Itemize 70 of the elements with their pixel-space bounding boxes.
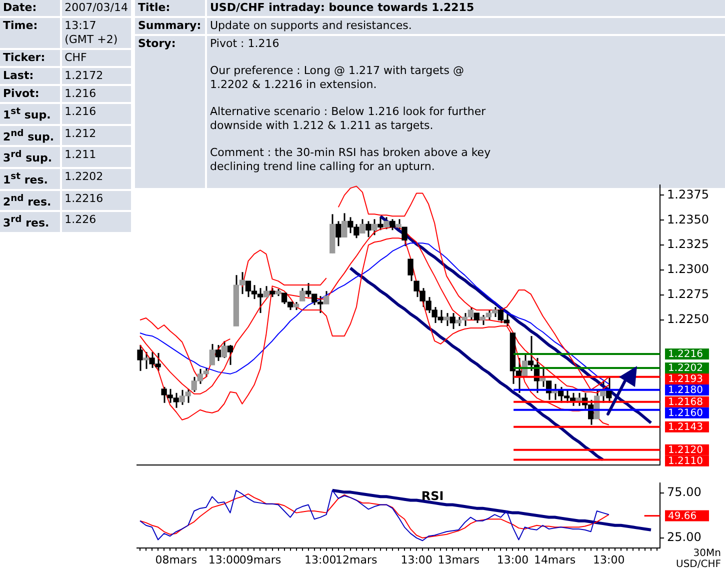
text: Comment : the 30-min RSI has broken above a key declining trend line calling for an upturn. (210, 146, 492, 174)
text: 1$^{st}$ res. (0, 168, 62, 189)
ref-line-label: 1.2202 (668, 363, 703, 374)
text: Last: (0, 68, 62, 84)
text: 1.226 (62, 212, 131, 232)
y-tick-label: 1.2250 (667, 312, 709, 326)
candlestick (390, 218, 396, 231)
x-tick-label: 12mars (336, 553, 378, 566)
x-tick-label: 13mars (438, 553, 480, 566)
candlestick (215, 344, 221, 362)
text: Ticker: (0, 50, 62, 66)
text: Our preference : Long @ 1.217 with targets @ 1.2202 & 1.2216 in extension. (210, 64, 465, 92)
text: 1.211 (62, 147, 131, 167)
y-tick-label: 75.00 (667, 485, 702, 500)
y-tick-label: 1.2350 (667, 212, 709, 226)
text: 2007/03/14 (62, 0, 131, 16)
text: 1.2172 (62, 68, 131, 84)
text: 1$^{st}$ sup. (0, 104, 62, 124)
x-tick-label: 13:00 (304, 553, 336, 566)
text: 30Mn (693, 548, 721, 559)
ref-line-label: 1.2193 (668, 374, 703, 386)
x-tick-label: 13:00 (593, 553, 625, 566)
x-tick-label: 14mars (534, 553, 576, 566)
x-tick-label: 09mars (239, 553, 282, 566)
text: 1.2202 (62, 168, 131, 189)
text: Pivot : 1.216 (210, 37, 280, 51)
ref-line-label: 1.2110 (668, 456, 703, 467)
candlestick (336, 220, 342, 247)
text: 1.216 (62, 86, 131, 102)
candlestick (137, 344, 143, 372)
text: USD/CHF intraday: bounce towards 1.2215 (207, 0, 725, 16)
ref-line-label: 1.2180 (668, 385, 703, 396)
x-tick-label: 13:00 (400, 553, 432, 566)
y-tick-label: 1.2275 (667, 287, 709, 302)
text: Alternative scenario : Below 1.216 look for further downside with 1.212 & 1.211 as targets. (210, 105, 487, 133)
text: 1.216 (62, 104, 131, 124)
candlestick (227, 344, 234, 366)
text: Summary: (135, 18, 207, 34)
text: Title: (135, 0, 207, 16)
text: 1.2216 (62, 190, 131, 210)
text: Update on supports and resistances. (207, 18, 725, 34)
x-tick-label: 08mars (155, 553, 198, 566)
ref-line-label: 1.2120 (668, 444, 703, 456)
text: USD/CHF (676, 559, 722, 570)
text: Time: (0, 18, 62, 48)
text: 2$^{nd}$ res. (0, 190, 62, 210)
text: 2$^{nd}$ sup. (0, 126, 62, 146)
text: 3$^{rd}$ sup. (0, 147, 62, 167)
text: CHF (62, 50, 131, 66)
candlestick (378, 216, 384, 231)
text: Story: (135, 36, 207, 188)
y-tick-label: 1.2300 (667, 262, 709, 276)
ref-line-label: 1.2216 (668, 349, 703, 360)
x-tick-label: 13:00 (208, 553, 240, 566)
y-tick-label: 1.2375 (667, 187, 709, 202)
text: 3$^{rd}$ res. (0, 212, 62, 232)
text: Pivot: (0, 86, 62, 102)
y-tick-label: 25.00 (667, 530, 702, 544)
annotation: RSI (421, 489, 444, 504)
candlestick (450, 312, 456, 330)
text: 13:17 (GMT +2) (62, 18, 131, 48)
text: Date: (0, 0, 62, 16)
text: 1.212 (62, 126, 131, 146)
ref-line-label: 1.2160 (668, 408, 703, 419)
ref-line-label: 1.2168 (668, 396, 703, 408)
x-tick-label: 13:00 (496, 553, 529, 566)
ref-line-label: 1.2143 (668, 422, 703, 433)
y-tick-label: 1.2325 (667, 237, 709, 252)
ref-line-label: 49.66 (668, 510, 697, 522)
candlestick (366, 220, 372, 238)
